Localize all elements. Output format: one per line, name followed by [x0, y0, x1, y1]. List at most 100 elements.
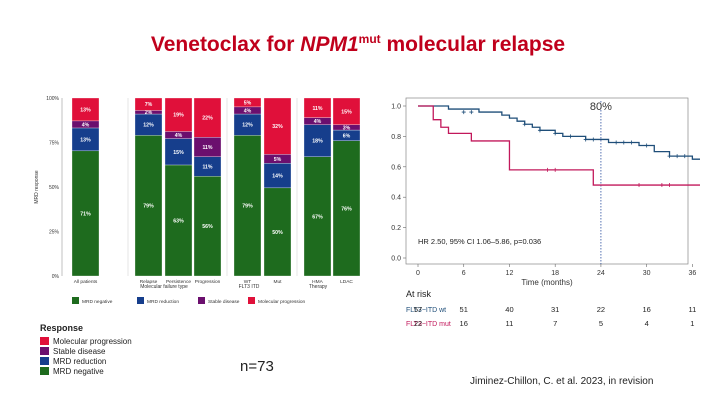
bar-segment	[193, 176, 222, 277]
title-sup: mut	[358, 32, 381, 46]
annotation-label: 80%	[590, 101, 612, 113]
x-tick-label: Mut	[274, 279, 283, 285]
bar-segment	[164, 138, 193, 166]
stats-text: HR 2.50, 95% CI 1.06–5.86, p=0.036	[418, 237, 541, 246]
km-curve	[418, 105, 700, 186]
bar-segment	[134, 97, 163, 111]
sample-size: n=73	[240, 358, 274, 375]
legend-swatch	[40, 357, 49, 365]
x-tick-label: 30	[643, 270, 651, 277]
bar-data-label: 32%	[272, 124, 283, 130]
title-pre: Venetoclax for	[150, 33, 301, 56]
legend-label: MRD negative	[53, 366, 104, 376]
legend-label: MRD reduction	[53, 356, 107, 366]
bar-data-label: 5%	[244, 100, 252, 106]
x-tick-label: Persistence	[166, 279, 191, 285]
censor-mark	[591, 137, 596, 142]
censor-mark	[469, 110, 474, 115]
at-risk-count: 51	[460, 305, 468, 314]
bar-data-label: 6%	[343, 133, 351, 139]
bar-segment	[303, 124, 332, 157]
bar-data-label: 67%	[312, 214, 323, 220]
censor-mark	[621, 140, 626, 145]
bar-legend-label: Molecular progression	[258, 299, 306, 305]
bar-data-label: 63%	[173, 218, 184, 224]
bar-legend-label: Stable disease	[208, 299, 240, 305]
censor-mark	[614, 140, 619, 145]
censor-mark	[553, 131, 558, 136]
bar-segment	[164, 164, 193, 277]
y-tick-label: 0.8	[391, 134, 401, 141]
x-tick-label: 18	[551, 270, 559, 277]
bar-segment	[332, 97, 361, 125]
at-risk-count: 16	[642, 305, 650, 314]
bar-segment	[303, 156, 332, 277]
bar-data-label: 7%	[145, 102, 153, 108]
km-curve	[418, 105, 700, 160]
bar-data-label: 15%	[341, 109, 352, 115]
bar-data-label: 4%	[82, 122, 90, 128]
group-label: Molecular failure type	[140, 284, 188, 290]
legend-swatch	[40, 367, 49, 375]
y-tick-label: 50%	[49, 185, 60, 191]
legend-item-stable-disease: Stable disease	[40, 346, 132, 356]
x-tick-label: Progression	[195, 279, 221, 285]
at-risk-count: 11	[688, 305, 696, 314]
y-axis-label: MRD response	[34, 170, 40, 204]
censor-mark	[667, 183, 672, 188]
title-post: molecular relapse	[380, 33, 566, 56]
bar-data-label: 18%	[312, 139, 323, 145]
at-risk-count: 40	[505, 305, 513, 314]
at-risk-header: At risk	[406, 289, 432, 299]
censor-mark	[629, 140, 634, 145]
bar-segment	[71, 97, 100, 122]
at-risk-count: 7	[553, 319, 557, 328]
bar-segment	[263, 97, 292, 155]
x-tick-label: HMA	[312, 279, 323, 285]
at-risk-count: 22	[414, 319, 422, 328]
slide-title: Venetoclax for NPM1mut molecular relapse	[0, 32, 716, 57]
y-tick-label: 0.0	[391, 256, 401, 263]
title-gene: NPM1	[300, 33, 359, 56]
x-tick-label: WT	[244, 279, 252, 285]
x-tick-label: 6	[462, 270, 466, 277]
at-risk-count: 1	[690, 319, 694, 328]
bar-data-label: 22%	[202, 116, 213, 122]
bar-data-label: 11%	[202, 145, 212, 151]
legend-swatch	[40, 337, 49, 345]
censor-mark	[583, 137, 588, 142]
at-risk-count: 4	[645, 319, 649, 328]
bar-segment	[263, 187, 292, 277]
legend-label: Stable disease	[53, 346, 106, 356]
censor-mark	[545, 167, 550, 172]
x-tick-label: Relapse	[140, 279, 158, 285]
bar-legend-swatch	[137, 297, 144, 304]
legend-item-mrd-negative: MRD negative	[40, 366, 132, 376]
legend-label: Molecular progression	[53, 336, 132, 346]
bar-data-label: 12%	[242, 123, 253, 129]
bar-segment	[233, 135, 262, 277]
citation: Jiminez-Chillon, C. et al. 2023, in revi…	[470, 376, 654, 387]
response-legend: Response Molecular progression Stable di…	[40, 323, 132, 376]
bar-data-label: 71%	[80, 211, 91, 217]
censor-mark	[537, 128, 542, 133]
bar-data-label: 79%	[242, 204, 253, 210]
x-tick-label: 36	[688, 270, 696, 277]
y-tick-label: 1.0	[391, 104, 401, 111]
y-tick-label: 0.2	[391, 225, 401, 232]
bar-data-label: 2%	[145, 110, 153, 116]
group-label: FLT3 ITD	[239, 284, 260, 290]
censor-mark	[522, 122, 527, 127]
bar-data-label: 50%	[272, 230, 283, 236]
y-tick-label: 0%	[52, 274, 60, 280]
legend-item-molecular-progression: Molecular progression	[40, 336, 132, 346]
at-risk-row-label: FLT3−ITD wt	[406, 307, 446, 314]
legend-swatch	[40, 347, 49, 355]
x-tick-label: LDAC	[340, 279, 353, 285]
bar-segment	[164, 97, 193, 132]
x-tick-label: 0	[416, 270, 420, 277]
bar-data-label: 11%	[312, 106, 322, 112]
at-risk-count: 16	[460, 319, 468, 328]
at-risk-count: 22	[597, 305, 605, 314]
